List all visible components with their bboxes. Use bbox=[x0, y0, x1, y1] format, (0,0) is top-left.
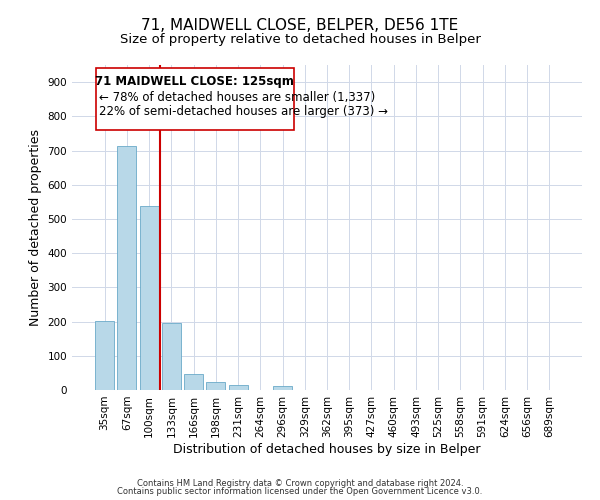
Bar bbox=[95, 320, 114, 390]
Text: Size of property relative to detached houses in Belper: Size of property relative to detached ho… bbox=[119, 32, 481, 46]
FancyBboxPatch shape bbox=[96, 68, 293, 130]
Bar bbox=[273, 386, 292, 390]
Bar bbox=[140, 206, 158, 390]
Bar bbox=[162, 324, 181, 390]
Text: Contains HM Land Registry data © Crown copyright and database right 2024.: Contains HM Land Registry data © Crown c… bbox=[137, 478, 463, 488]
X-axis label: Distribution of detached houses by size in Belper: Distribution of detached houses by size … bbox=[173, 442, 481, 456]
Bar bbox=[206, 382, 225, 390]
Text: ← 78% of detached houses are smaller (1,337): ← 78% of detached houses are smaller (1,… bbox=[99, 90, 376, 104]
Text: 22% of semi-detached houses are larger (373) →: 22% of semi-detached houses are larger (… bbox=[99, 106, 388, 118]
Bar bbox=[184, 374, 203, 390]
Text: 71, MAIDWELL CLOSE, BELPER, DE56 1TE: 71, MAIDWELL CLOSE, BELPER, DE56 1TE bbox=[142, 18, 458, 32]
Text: 71 MAIDWELL CLOSE: 125sqm: 71 MAIDWELL CLOSE: 125sqm bbox=[95, 74, 294, 88]
Bar bbox=[118, 146, 136, 390]
Y-axis label: Number of detached properties: Number of detached properties bbox=[29, 129, 42, 326]
Bar bbox=[229, 385, 248, 390]
Text: Contains public sector information licensed under the Open Government Licence v3: Contains public sector information licen… bbox=[118, 487, 482, 496]
